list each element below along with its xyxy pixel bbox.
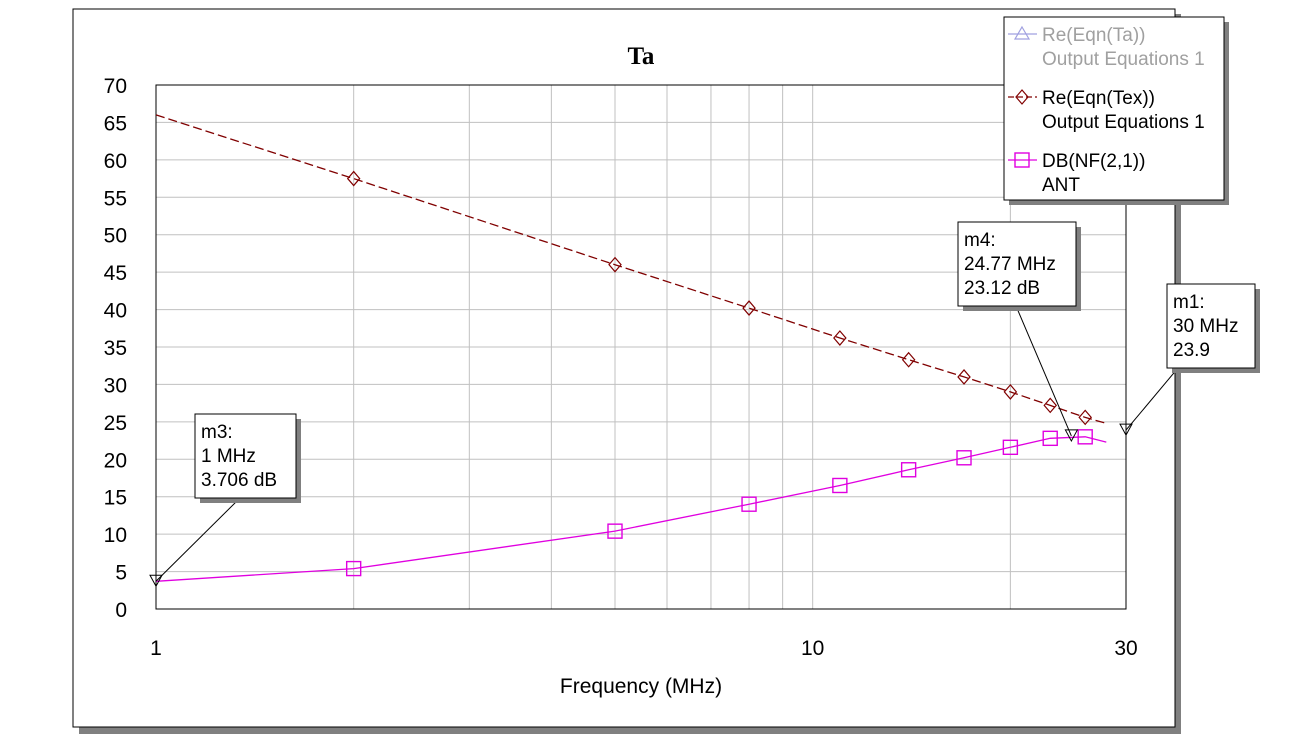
marker-text: m3: — [201, 422, 233, 443]
series-point — [901, 351, 916, 368]
y-tick-label: 20 — [104, 449, 127, 472]
x-axis-ticks: 1 10 30 — [150, 637, 1138, 660]
series-point — [607, 523, 623, 539]
legend-swatch-marker — [1014, 152, 1030, 168]
y-tick-label: 65 — [104, 112, 127, 135]
marker-m1: m1: 30 MHz 23.9 — [1119, 283, 1260, 437]
x-tick-label: 30 — [1114, 637, 1137, 660]
legend: Re(Eqn(Ta))Output Equations 1Re(Eqn(Tex)… — [1003, 16, 1229, 205]
series-point — [900, 462, 917, 478]
chart-title: Ta — [628, 43, 655, 70]
y-tick-label: 60 — [104, 150, 127, 173]
y-axis-ticks: 0 5 10 15 20 25 30 35 40 45 50 55 60 65 70 — [104, 75, 127, 622]
marker-leader — [155, 497, 241, 582]
y-tick-label: 15 — [104, 487, 127, 510]
y-tick-label: 55 — [104, 187, 127, 210]
series-point — [957, 369, 971, 385]
series-point — [345, 560, 362, 577]
grid — [156, 85, 1126, 609]
marker-text: m4: — [964, 230, 996, 251]
series-point — [1002, 439, 1019, 456]
y-tick-label: 0 — [115, 599, 127, 622]
legend-sublabel: Output Equations 1 — [1042, 49, 1205, 70]
series-point — [1003, 383, 1018, 400]
x-tick-label: 10 — [801, 637, 824, 660]
y-tick-label: 25 — [104, 412, 127, 435]
series-point — [1042, 430, 1058, 447]
y-tick-label: 30 — [104, 374, 127, 397]
series-point — [956, 450, 972, 466]
marker-text: 23.12 dB — [964, 278, 1040, 299]
legend-item: DB(NF(2,1)) ANT — [1008, 151, 1145, 196]
marker-text: 24.77 MHz — [964, 254, 1056, 275]
legend-item: Re(Eqn(Ta)) Output Equations 1 — [1008, 25, 1205, 70]
series-point — [346, 170, 361, 187]
marker-m3: m3: 1 MHz 3.706 dB — [149, 413, 301, 588]
marker-triangle — [1064, 429, 1079, 442]
y-tick-label: 40 — [104, 300, 127, 323]
series-point — [1078, 409, 1092, 426]
y-tick-label: 70 — [104, 75, 127, 98]
series-point — [1077, 429, 1093, 445]
legend-sublabel: Output Equations 1 — [1042, 112, 1205, 133]
series-line — [155, 114, 1107, 425]
series-point — [832, 477, 848, 494]
plot-area — [155, 84, 1127, 610]
marker-triangle — [149, 574, 163, 588]
legend-label: Re(Eqn(Tex)) — [1042, 88, 1155, 109]
x-tick-label: 1 — [150, 637, 162, 660]
y-tick-label: 10 — [104, 524, 127, 547]
marker-box — [957, 221, 1077, 307]
series-2 — [155, 429, 1107, 582]
marker-text: 1 MHz — [201, 446, 256, 467]
y-tick-label: 5 — [115, 562, 127, 585]
series-point — [1043, 397, 1058, 414]
legend-box — [1003, 16, 1225, 201]
series-point — [742, 300, 756, 316]
legend-swatch-marker — [1013, 25, 1031, 40]
series-1 — [155, 114, 1107, 426]
marker-box — [194, 413, 297, 499]
series — [155, 114, 1107, 582]
marker-text: 3.706 dB — [201, 470, 277, 491]
markers: m3: 1 MHz 3.706 dB m4: 24.77 MHz 23.12 dB m1: 3… — [149, 221, 1260, 588]
marker-text: 30 MHz — [1173, 316, 1238, 337]
marker-box — [1166, 283, 1256, 369]
series-point — [833, 330, 847, 346]
marker-leader — [1015, 305, 1072, 437]
x-axis-label: Frequency (MHz) — [560, 675, 722, 698]
y-tick-label: 50 — [104, 225, 127, 248]
marker-leader — [1125, 367, 1179, 431]
series-point — [741, 496, 757, 512]
marker-m4: m4: 24.77 MHz 23.12 dB — [957, 221, 1081, 442]
legend-sublabel: ANT — [1042, 175, 1080, 196]
frame — [72, 8, 1176, 728]
marker-text: m1: — [1173, 292, 1205, 313]
series-point — [608, 256, 622, 273]
marker-triangle — [1119, 423, 1133, 437]
series-line — [155, 436, 1107, 582]
marker-text: 23.9 — [1173, 340, 1210, 361]
legend-label: DB(NF(2,1)) — [1042, 151, 1145, 172]
y-tick-label: 45 — [104, 262, 127, 285]
y-tick-label: 35 — [104, 337, 127, 360]
legend-swatch-marker — [1015, 89, 1029, 105]
legend-item: Re(Eqn(Tex)) Output Equations 1 — [1008, 88, 1205, 133]
legend-label: Re(Eqn(Ta)) — [1042, 25, 1145, 46]
